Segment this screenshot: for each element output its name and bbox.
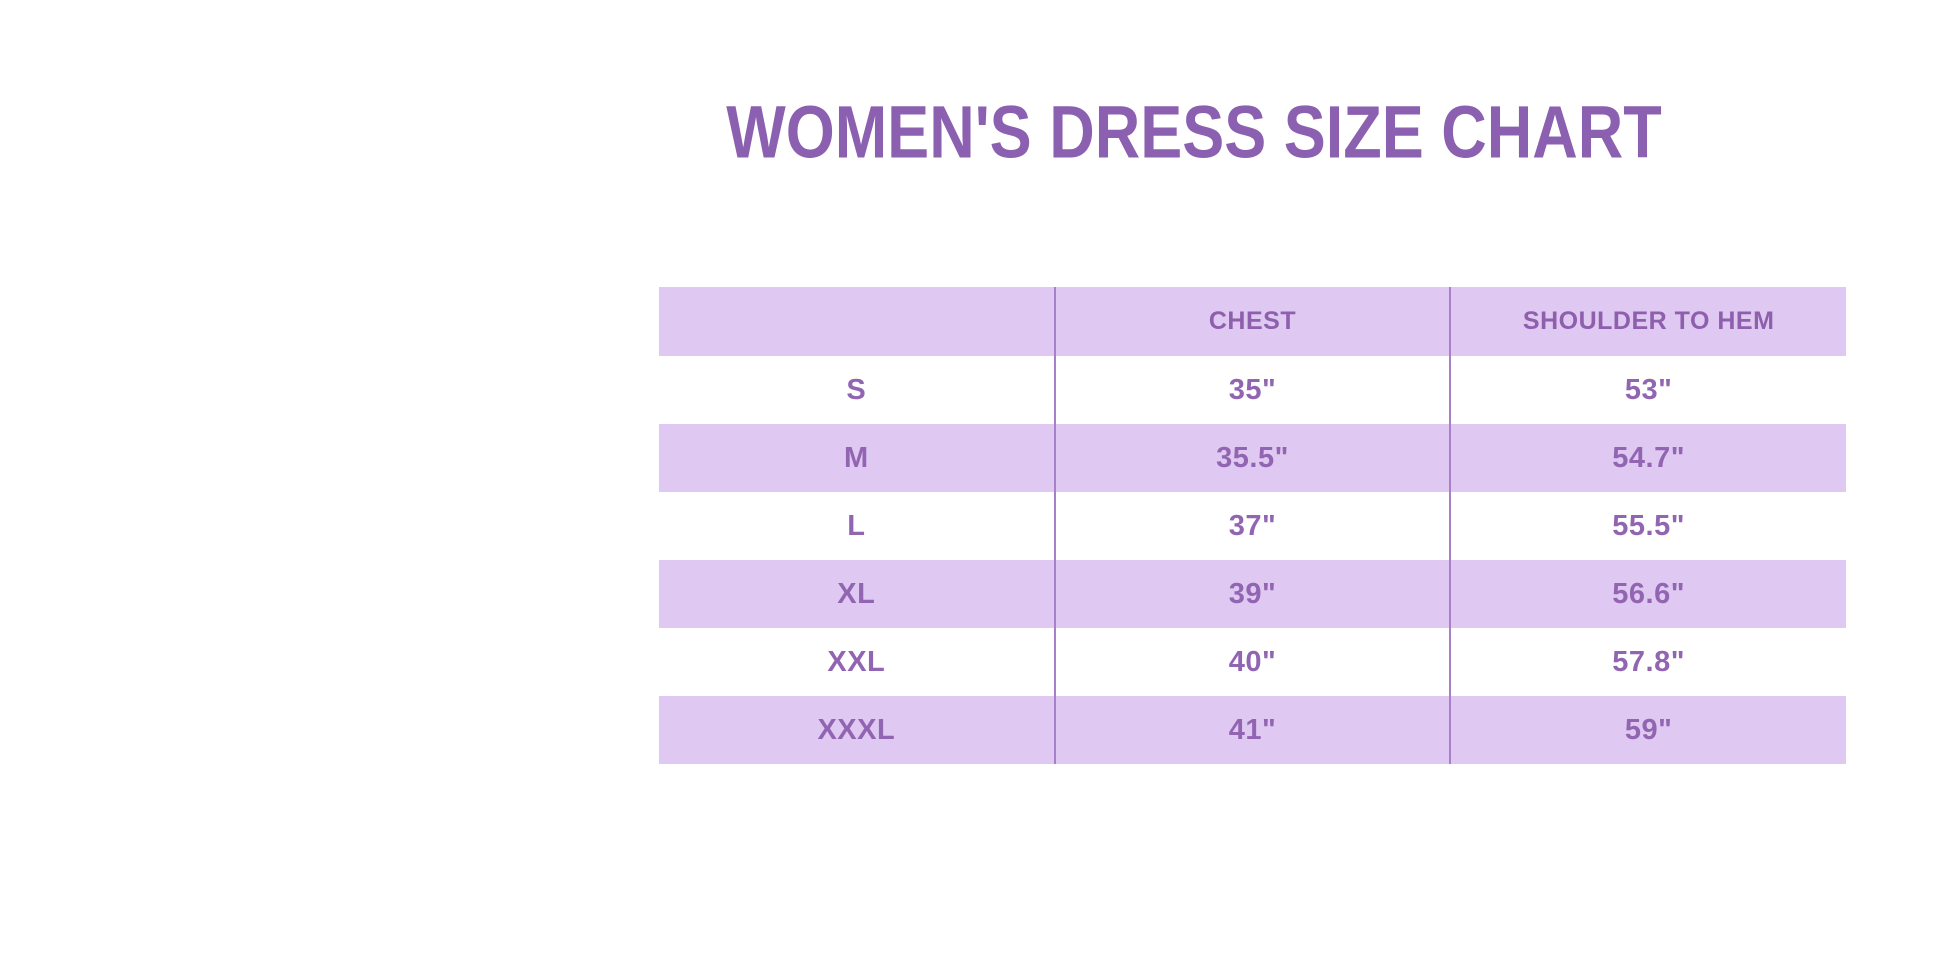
shoulder-to-hem-value: 54.7" bbox=[1449, 424, 1846, 492]
table-row-xl: XL 39" 56.6" bbox=[659, 560, 1846, 628]
size-label: XXXL bbox=[817, 713, 896, 746]
table-row-xxl: XXL 40" 57.8" bbox=[659, 628, 1846, 696]
size-label: XXL bbox=[827, 645, 886, 678]
chest-value: 35" bbox=[1053, 356, 1451, 424]
size-label: M bbox=[843, 441, 869, 474]
shoulder-to-hem-value: 57.8" bbox=[1449, 628, 1846, 696]
size-chart-table: CHEST SHOULDER TO HEM S 35" 53" M 35.5" … bbox=[659, 287, 1846, 764]
column-header-size bbox=[659, 287, 1055, 356]
shoulder-to-hem-value: 55.5" bbox=[1449, 492, 1846, 560]
size-label: S bbox=[846, 373, 867, 406]
chest-value: 39" bbox=[1053, 560, 1451, 628]
shoulder-to-hem-value: 59" bbox=[1449, 696, 1846, 764]
table-row-m: M 35.5" 54.7" bbox=[659, 424, 1846, 492]
table-row-xxxl: XXXL 41" 59" bbox=[659, 696, 1846, 764]
shoulder-to-hem-value: 56.6" bbox=[1449, 560, 1846, 628]
size-label: XL bbox=[837, 577, 876, 610]
column-header-shoulder-to-hem: SHOULDER TO HEM bbox=[1449, 287, 1846, 356]
chest-value: 37" bbox=[1053, 492, 1451, 560]
table-row-s: S 35" 53" bbox=[659, 356, 1846, 424]
table-row-l: L 37" 55.5" bbox=[659, 492, 1846, 560]
shoulder-to-hem-value: 53" bbox=[1449, 356, 1846, 424]
size-label: L bbox=[847, 509, 866, 542]
page-title: WOMEN'S DRESS SIZE CHART bbox=[726, 91, 1662, 174]
column-header-chest: CHEST bbox=[1053, 287, 1451, 356]
chest-value: 41" bbox=[1053, 696, 1451, 764]
chest-value: 35.5" bbox=[1053, 424, 1451, 492]
table-header-row: CHEST SHOULDER TO HEM bbox=[659, 287, 1846, 356]
chest-value: 40" bbox=[1053, 628, 1451, 696]
